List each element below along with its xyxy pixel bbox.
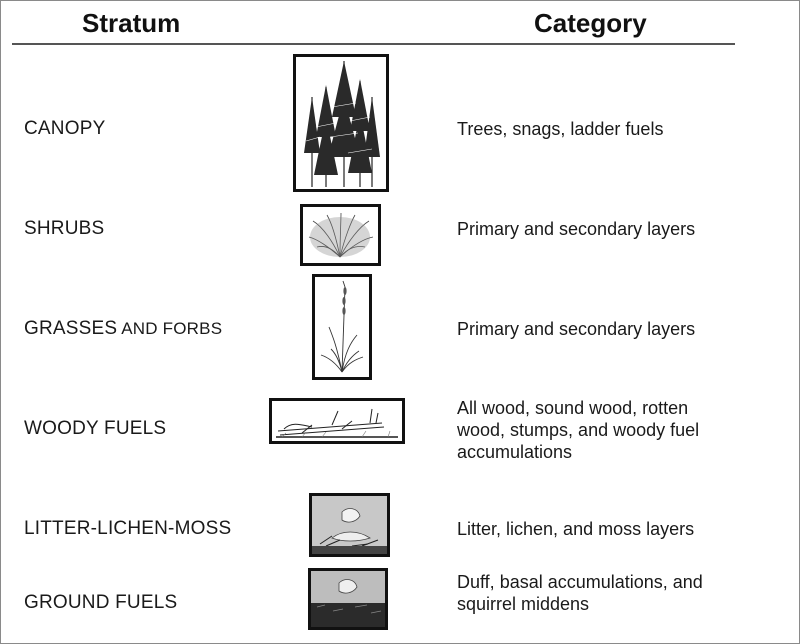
category-woody-fuels-line-1: All wood, sound wood, rotten	[457, 398, 689, 418]
trees-icon	[293, 54, 389, 192]
stratum-label-grasses-sub: AND FORBS	[117, 319, 223, 338]
category-grasses: Primary and secondary layers	[457, 319, 696, 339]
category-shrubs: Primary and secondary layers	[457, 219, 696, 239]
log-icon	[269, 398, 405, 444]
header-category: Category	[534, 8, 647, 38]
stratum-label-woody-fuels: WOODY FUELS	[24, 418, 167, 439]
header-stratum: Stratum	[82, 8, 181, 38]
category-ground-fuels-line-2: squirrel middens	[457, 594, 590, 614]
category-litter: Litter, lichen, and moss layers	[457, 519, 695, 539]
category-canopy: Trees, snags, ladder fuels	[457, 119, 664, 139]
stratum-label-ground-fuels: GROUND FUELS	[24, 592, 178, 613]
shrub-icon	[300, 204, 381, 266]
stratum-label-grasses-main: GRASSES	[24, 318, 118, 339]
stratum-label-grasses: GRASSES AND FORBS	[24, 318, 222, 340]
stratum-label-canopy: CANOPY	[24, 118, 106, 139]
grass-icon	[312, 274, 372, 380]
stratum-label-litter: LITTER-LICHEN-MOSS	[24, 518, 232, 539]
duff-icon	[308, 568, 388, 630]
category-woody-fuels-line-2: wood, stumps, and woody fuel	[457, 420, 700, 440]
stratum-label-shrubs: SHRUBS	[24, 218, 105, 239]
category-ground-fuels-line-1: Duff, basal accumulations, and	[457, 572, 703, 592]
category-woody-fuels-line-3: accumulations	[457, 442, 573, 462]
category-woody-fuels: All wood, sound wood, rotten wood, stump…	[457, 397, 699, 463]
header-divider	[12, 43, 735, 45]
category-ground-fuels: Duff, basal accumulations, and squirrel …	[457, 571, 703, 615]
leaf-litter-icon	[309, 493, 390, 557]
